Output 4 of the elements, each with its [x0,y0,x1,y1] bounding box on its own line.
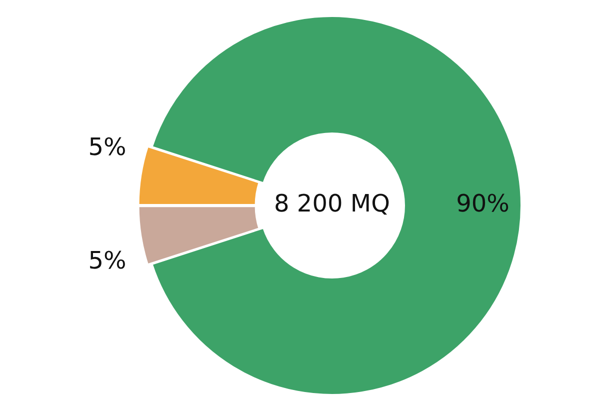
data-label: 5% [88,246,126,275]
data-label: 5% [88,132,126,161]
data-label: 90% [456,190,510,218]
text: 8 200 MQ [274,190,390,218]
